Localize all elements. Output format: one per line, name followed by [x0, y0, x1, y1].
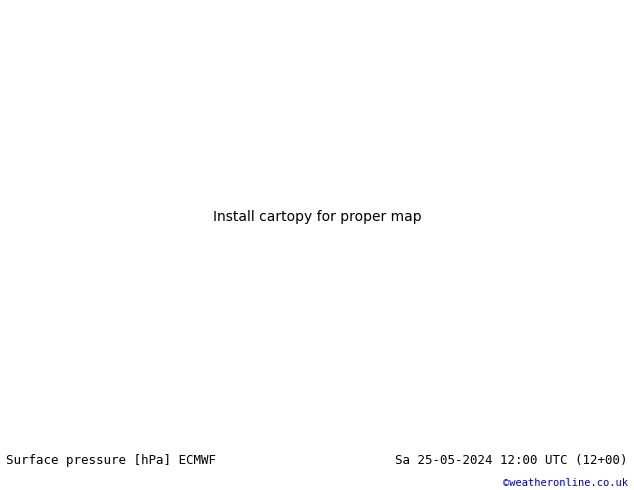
- Text: ©weatheronline.co.uk: ©weatheronline.co.uk: [503, 478, 628, 488]
- Text: Surface pressure [hPa] ECMWF: Surface pressure [hPa] ECMWF: [6, 454, 216, 467]
- Text: Sa 25-05-2024 12:00 UTC (12+00): Sa 25-05-2024 12:00 UTC (12+00): [395, 454, 628, 467]
- Text: Install cartopy for proper map: Install cartopy for proper map: [212, 210, 422, 223]
